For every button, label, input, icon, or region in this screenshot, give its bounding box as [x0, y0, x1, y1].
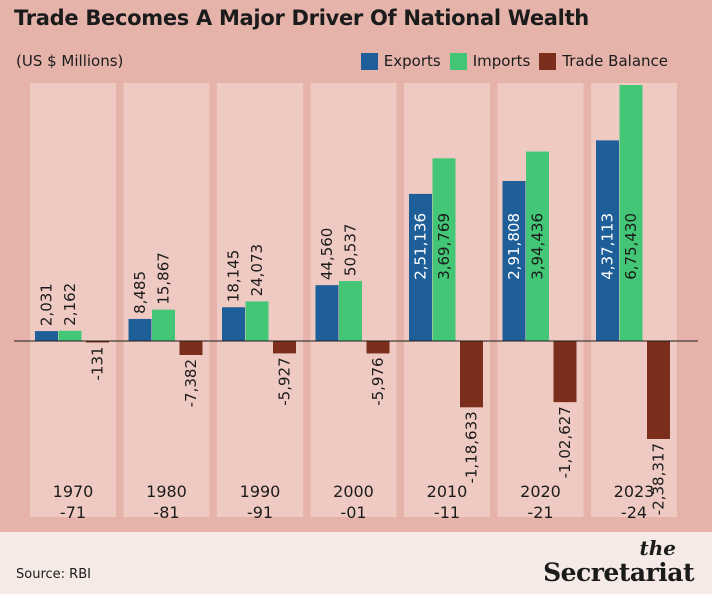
x-tick-label: 2020 [520, 482, 561, 501]
data-label-imports: 15,867 [155, 252, 173, 305]
data-label-exports: 2,51,136 [412, 213, 430, 280]
bar-trade-balance [273, 341, 296, 354]
bar-imports [58, 330, 82, 341]
data-label-exports: 2,91,808 [505, 213, 523, 280]
x-tick-label: -11 [434, 503, 460, 522]
data-label-exports: 4,37,113 [599, 213, 617, 280]
data-label-imports: 6,75,430 [622, 213, 640, 280]
data-label-imports: 3,69,769 [435, 213, 453, 280]
bar-exports [35, 331, 58, 341]
x-tick-label: 1990 [240, 482, 281, 501]
chart-title: Trade Becomes A Major Driver Of National… [14, 6, 589, 30]
data-label-imports: 50,537 [342, 224, 360, 277]
category-panel [123, 83, 210, 517]
legend: Exports Imports Trade Balance [352, 52, 668, 70]
bar-exports [128, 318, 152, 341]
data-label-trade-balance: -5,927 [276, 357, 294, 405]
data-label-trade-balance: -1,02,627 [556, 406, 574, 478]
brand-logo: the Secretariat [543, 538, 694, 585]
legend-label-imports: Imports [472, 52, 531, 70]
data-label-exports: 18,145 [225, 250, 243, 303]
bar-trade-balance [553, 341, 577, 403]
data-label-imports: 24,073 [248, 244, 266, 297]
bar-exports [409, 193, 432, 341]
bar-imports [432, 158, 456, 341]
legend-swatch-exports [360, 52, 378, 70]
x-tick-label: 2023 [614, 482, 655, 501]
x-tick-label: 2000 [333, 482, 374, 501]
bar-trade-balance [179, 341, 203, 356]
data-label-imports: 2,162 [61, 283, 79, 326]
bar-imports [526, 151, 549, 341]
bar-exports [502, 180, 526, 341]
data-label-exports: 44,560 [318, 228, 336, 281]
footer: Source: RBI the Secretariat [0, 532, 712, 594]
data-label-trade-balance: -1,18,633 [463, 411, 481, 483]
category-panel [30, 83, 116, 517]
x-tick-label: 1980 [146, 482, 187, 501]
bar-trade-balance [647, 341, 670, 439]
x-tick-label: -24 [621, 503, 647, 522]
chart-subtitle: (US $ Millions) [16, 52, 124, 70]
x-tick-label: 2010 [427, 482, 468, 501]
data-label-exports: 8,485 [131, 271, 149, 314]
bar-chart: 2,031 2,162 -131 1970 -71 8,485 15,867 -7,382 19… [14, 83, 698, 522]
source-note: Source: RBI [16, 567, 91, 582]
bar-exports [222, 307, 245, 341]
x-tick-label: -21 [527, 503, 553, 522]
legend-swatch-trade-balance [539, 52, 557, 70]
data-label-trade-balance: -2,38,317 [650, 443, 668, 515]
bar-imports [339, 281, 362, 341]
legend-label-exports: Exports [383, 52, 441, 70]
x-tick-label: -81 [153, 503, 179, 522]
bar-exports [315, 285, 339, 341]
data-label-trade-balance: -7,382 [182, 359, 200, 407]
bar-imports [245, 301, 269, 341]
data-label-trade-balance: -131 [89, 346, 107, 380]
legend-item-exports: Exports [360, 52, 441, 70]
brand-logo-the: the [639, 536, 676, 560]
data-label-trade-balance: -5,976 [369, 357, 387, 405]
brand-logo-name: Secretariat [543, 558, 694, 587]
data-label-exports: 2,031 [38, 283, 56, 326]
bar-exports [596, 140, 619, 341]
data-label-imports: 3,94,436 [529, 213, 547, 280]
category-panel [217, 83, 303, 517]
bar-trade-balance [460, 341, 483, 408]
legend-item-imports: Imports [449, 52, 531, 70]
bar-trade-balance [366, 341, 390, 354]
legend-label-trade-balance: Trade Balance [562, 52, 668, 70]
x-tick-label: -01 [340, 503, 366, 522]
x-tick-label: 1970 [53, 482, 94, 501]
legend-swatch-imports [449, 52, 467, 70]
bar-imports [152, 309, 175, 341]
legend-item-trade-balance: Trade Balance [539, 52, 668, 70]
x-tick-label: -91 [247, 503, 273, 522]
bar-trade-balance [86, 341, 109, 343]
bar-imports [619, 85, 643, 341]
x-tick-label: -71 [60, 503, 86, 522]
